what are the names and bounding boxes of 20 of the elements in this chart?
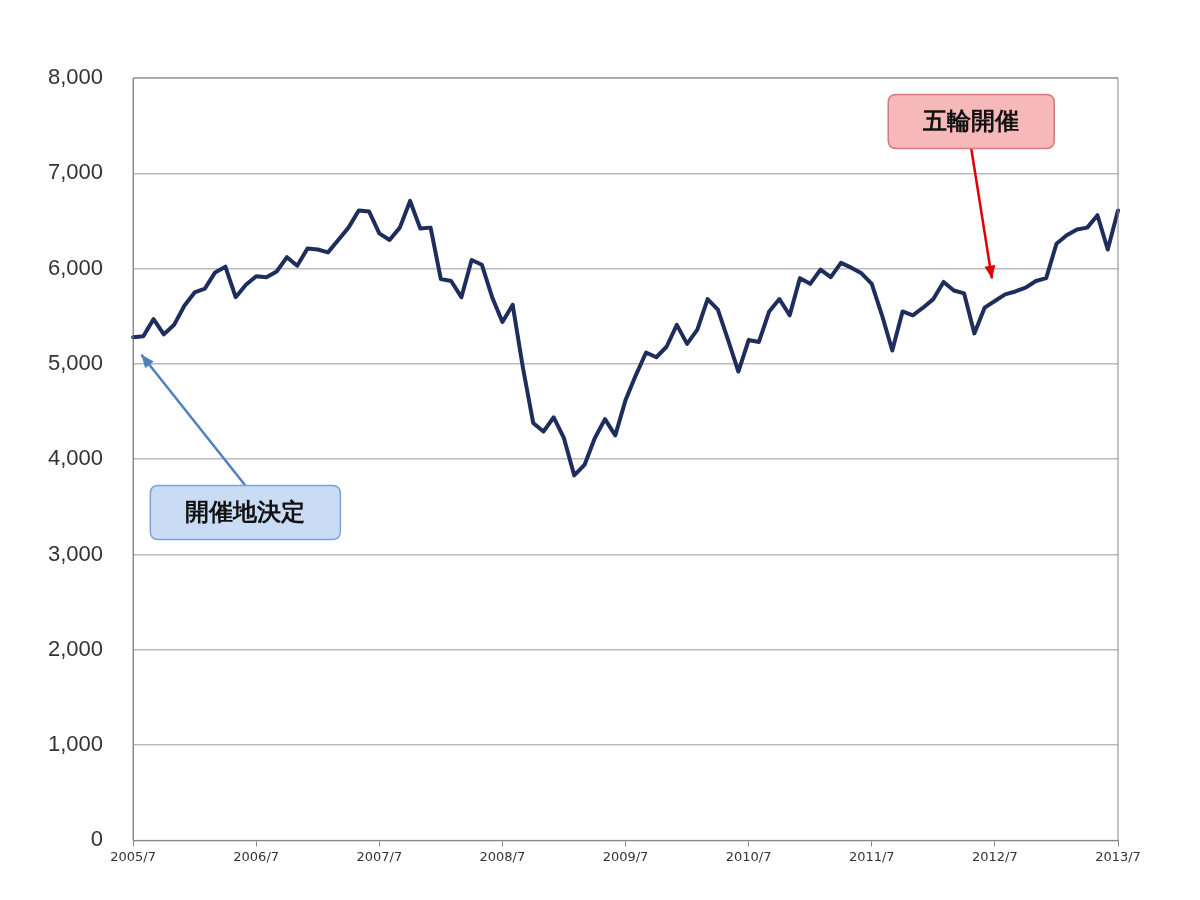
x-tick-label: 2008/7 bbox=[479, 848, 526, 864]
x-tick-label: 2007/7 bbox=[356, 848, 403, 864]
x-tick-label: 2009/7 bbox=[602, 848, 649, 864]
y-tick-label: 4,000 bbox=[47, 445, 104, 471]
y-tick-label: 3,000 bbox=[47, 540, 104, 566]
x-tick-label: 2011/7 bbox=[848, 848, 895, 864]
y-tick-label: 6,000 bbox=[47, 254, 104, 280]
x-tick-label: 2010/7 bbox=[725, 848, 772, 864]
y-tick-label: 0 bbox=[90, 826, 104, 852]
y-tick-label: 5,000 bbox=[47, 349, 104, 375]
y-tick-label: 1,000 bbox=[47, 731, 104, 757]
annotation: 五輪開催 bbox=[922, 106, 1020, 135]
x-tick-label: 2005/7 bbox=[110, 848, 156, 864]
y-tick-label: 7,000 bbox=[47, 159, 104, 185]
x-tick-label: 2006/7 bbox=[233, 848, 280, 864]
y-tick-label: 8,000 bbox=[47, 64, 104, 90]
x-tick-label: 2013/7 bbox=[1095, 848, 1141, 864]
x-tick-label: 2012/7 bbox=[972, 848, 1018, 864]
y-tick-label: 2,000 bbox=[47, 635, 104, 661]
annotation: 開催地決定 bbox=[185, 497, 306, 526]
